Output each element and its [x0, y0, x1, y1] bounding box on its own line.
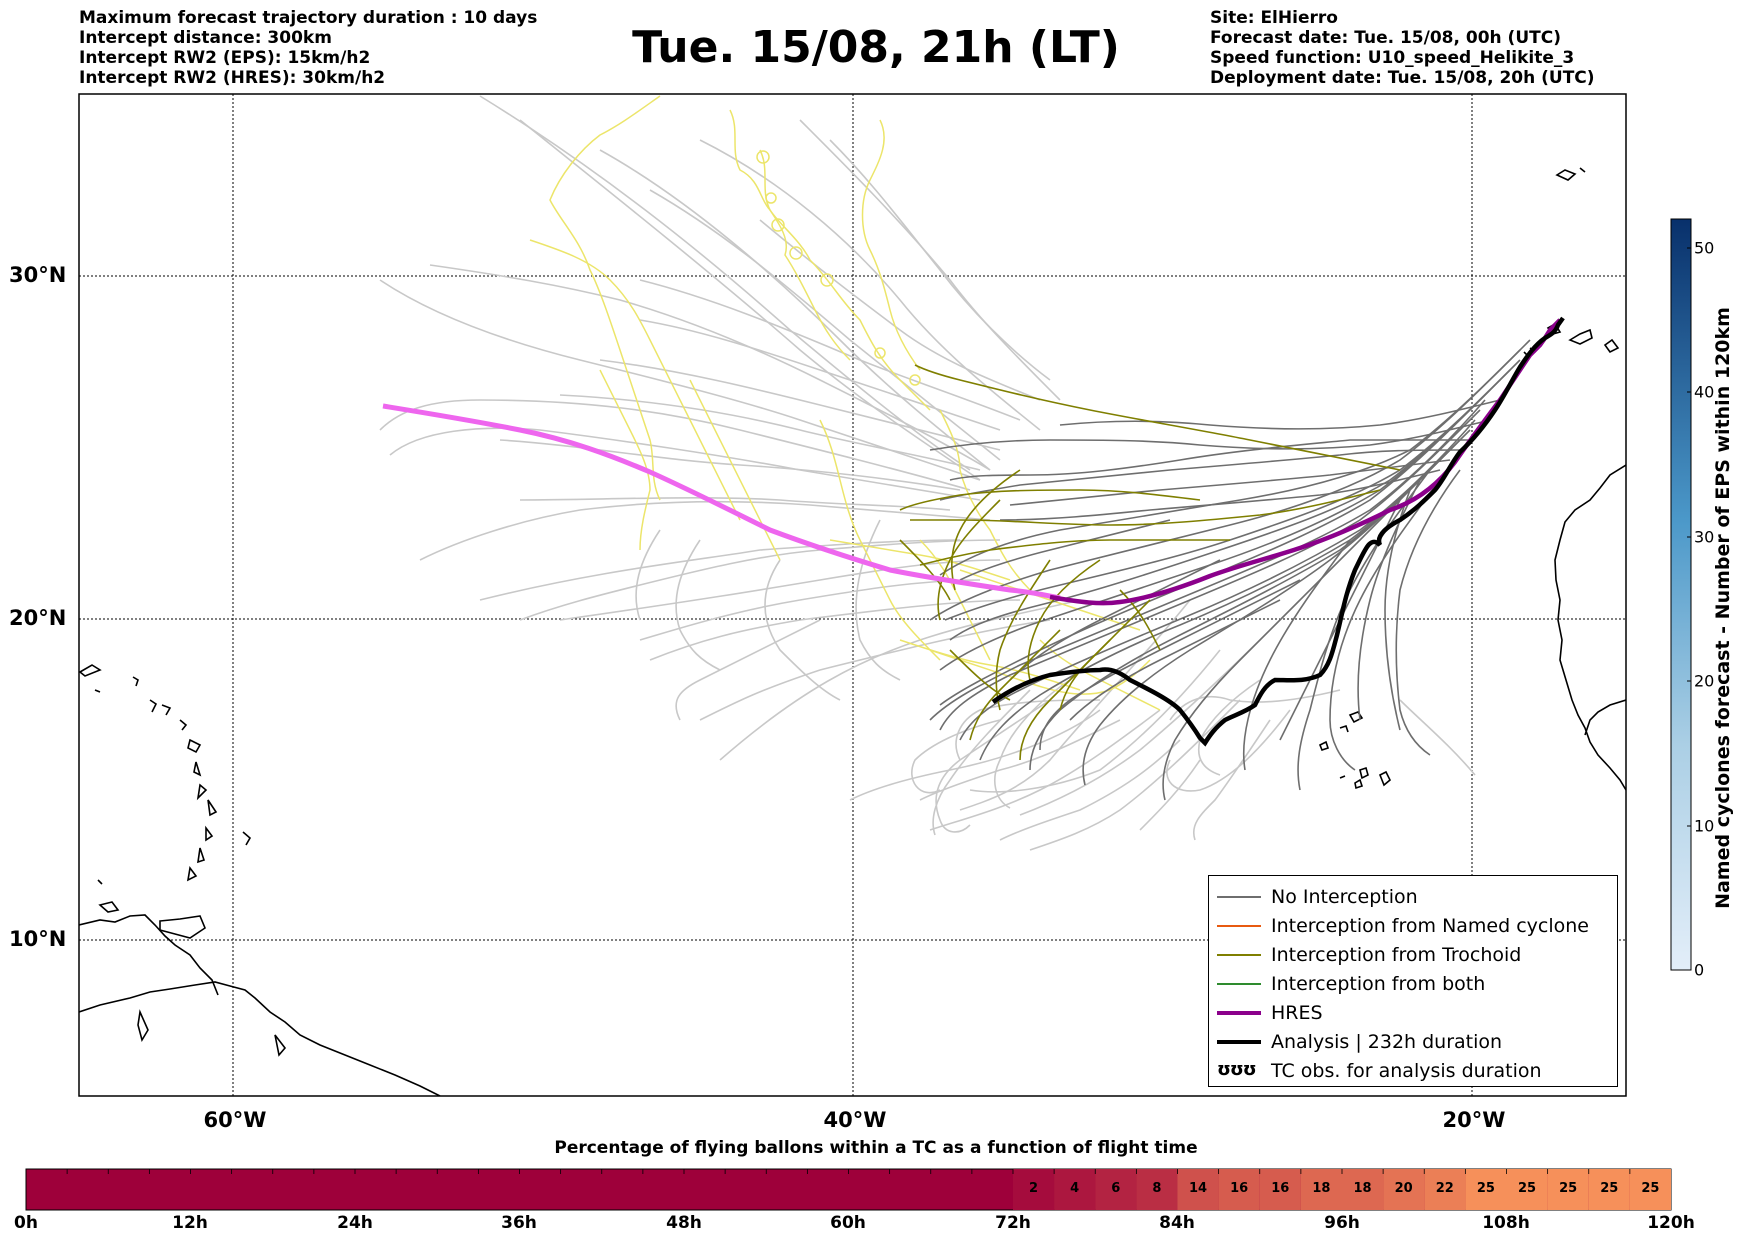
- intercept-hres-text: Intercept RW2 (HRES): 30km/h2: [79, 68, 386, 88]
- timebar-tick: 0h: [14, 1213, 38, 1233]
- speed-function-text: Speed function: U10_speed_Helikite_3: [1210, 48, 1575, 68]
- timebar-cell: [1342, 1169, 1384, 1210]
- analysis-track: [991, 316, 1565, 747]
- colorbar-tick: 30: [1694, 527, 1715, 547]
- deployment-date-text: Deployment date: Tue. 15/08, 20h (UTC): [1210, 68, 1595, 88]
- timebar-percent-value: 25: [1600, 1181, 1619, 1196]
- tc-observation-tracks: [529, 95, 1161, 711]
- colorbar-named-cyclones: [1670, 218, 1692, 971]
- timebar-percent-value: 22: [1435, 1181, 1454, 1196]
- timebar-tick: 108h: [1482, 1213, 1530, 1233]
- timebar-percent-value: 25: [1476, 1181, 1495, 1196]
- timebar-cell: [1259, 1169, 1301, 1210]
- coastline-caribbean: [79, 664, 441, 1096]
- timebar-cell: [1383, 1169, 1425, 1210]
- timebar-cell: [1300, 1169, 1342, 1210]
- timebar-cell: [1424, 1169, 1466, 1210]
- timebar-cell: [1588, 1169, 1630, 1210]
- timebar-percent-value: 25: [1559, 1181, 1578, 1196]
- lat-label-10n: 10°N: [9, 927, 67, 951]
- timebar-percent-value: 2: [1029, 1181, 1039, 1196]
- hres-track-light: [382, 403, 1061, 601]
- timebar-tick: 12h: [172, 1213, 208, 1233]
- timebar-percent-value: 16: [1230, 1181, 1249, 1196]
- timebar-cell: [1547, 1169, 1589, 1210]
- timebar-percent-value: 25: [1518, 1181, 1537, 1196]
- timebar-percent-value: 4: [1070, 1181, 1080, 1196]
- timebar-percent-value: 16: [1271, 1181, 1290, 1196]
- colorbar-tick: 0: [1694, 960, 1705, 980]
- tc-obs-symbol-icon: ʊʊʊ: [1217, 1059, 1257, 1080]
- timebar-tick: 24h: [337, 1213, 373, 1233]
- timebar-cell: [1506, 1169, 1548, 1210]
- timebar-tick: 60h: [830, 1213, 866, 1233]
- graticule: [79, 94, 1626, 1096]
- site-text: Site: ElHierro: [1210, 8, 1338, 28]
- trochoid-trajectories: [899, 364, 1401, 761]
- timebar-percent-value: 14: [1189, 1181, 1208, 1196]
- legend-item-no-interception: No Interception: [1209, 882, 1617, 911]
- header-left-info: Maximum forecast trajectory duration : 1…: [79, 8, 537, 88]
- intercept-distance-text: Intercept distance: 300km: [79, 28, 332, 48]
- legend-item-hres: HRES: [1209, 998, 1617, 1027]
- timebar-title: Percentage of flying ballons within a TC…: [554, 1138, 1198, 1158]
- timebar-cell: [1013, 1169, 1055, 1210]
- lon-label-40w: 40°W: [823, 1108, 887, 1132]
- timebar-percent-value: 18: [1312, 1181, 1331, 1196]
- legend-item-trochoid: Interception from Trochoid: [1209, 940, 1617, 969]
- timebar-tick: 48h: [666, 1213, 702, 1233]
- colorbar-label: Named cyclones forecast - Number of EPS …: [1712, 307, 1734, 909]
- timebar-cell: [1465, 1169, 1507, 1210]
- coastline-africa: [1318, 167, 1626, 791]
- timebar-cell: [1218, 1169, 1260, 1210]
- intercept-eps-text: Intercept RW2 (EPS): 15km/h2: [79, 48, 371, 68]
- colorbar-tick: 50: [1694, 238, 1715, 258]
- timebar-cell: [1136, 1169, 1178, 1210]
- timebar-cell: [1629, 1169, 1671, 1210]
- header-right-info: Site: ElHierro Forecast date: Tue. 15/08…: [1210, 8, 1595, 88]
- colorbar-tick: 10: [1694, 816, 1715, 836]
- lon-label-20w: 20°W: [1442, 1108, 1506, 1132]
- timebar-cell: [1054, 1169, 1096, 1210]
- lon-label-60w: 60°W: [203, 1108, 267, 1132]
- legend-item-analysis: Analysis | 232h duration: [1209, 1027, 1617, 1056]
- lat-label-20n: 20°N: [9, 606, 67, 630]
- colorbar-tick: 20: [1694, 671, 1715, 691]
- timebar-percent-value: 8: [1152, 1181, 1162, 1196]
- legend-item-tc-obs: ʊʊʊ TC obs. for analysis duration: [1217, 1059, 1542, 1082]
- map-legend: No Interception Interception from Named …: [1208, 875, 1618, 1087]
- legend-item-named-cyclone: Interception from Named cyclone: [1209, 911, 1617, 940]
- eps-trajectories-light: [379, 95, 1476, 851]
- timebar-percent-value: 6: [1111, 1181, 1121, 1196]
- colorbar-tick: 40: [1694, 382, 1715, 402]
- timebar-cell: [1177, 1169, 1219, 1210]
- timebar-percent-value: 18: [1353, 1181, 1372, 1196]
- timebar-cell: [1095, 1169, 1137, 1210]
- timebar-tick: 72h: [995, 1213, 1031, 1233]
- timebar-tick: 120h: [1647, 1213, 1695, 1233]
- timebar-tick: 36h: [501, 1213, 537, 1233]
- legend-item-both: Interception from both: [1209, 969, 1617, 998]
- max-duration-text: Maximum forecast trajectory duration : 1…: [79, 8, 538, 28]
- timebar-percent-value: 20: [1394, 1181, 1413, 1196]
- timebar: [25, 1168, 1672, 1211]
- timebar-percent-value: 25: [1641, 1181, 1660, 1196]
- timebar-tick: 84h: [1159, 1213, 1195, 1233]
- forecast-date-text: Forecast date: Tue. 15/08, 00h (UTC): [1210, 28, 1561, 48]
- timebar-tick: 96h: [1324, 1213, 1360, 1233]
- lat-label-30n: 30°N: [9, 263, 67, 287]
- page-title: Tue. 15/08, 21h (LT): [632, 22, 1120, 73]
- map-frame: [78, 93, 1627, 1097]
